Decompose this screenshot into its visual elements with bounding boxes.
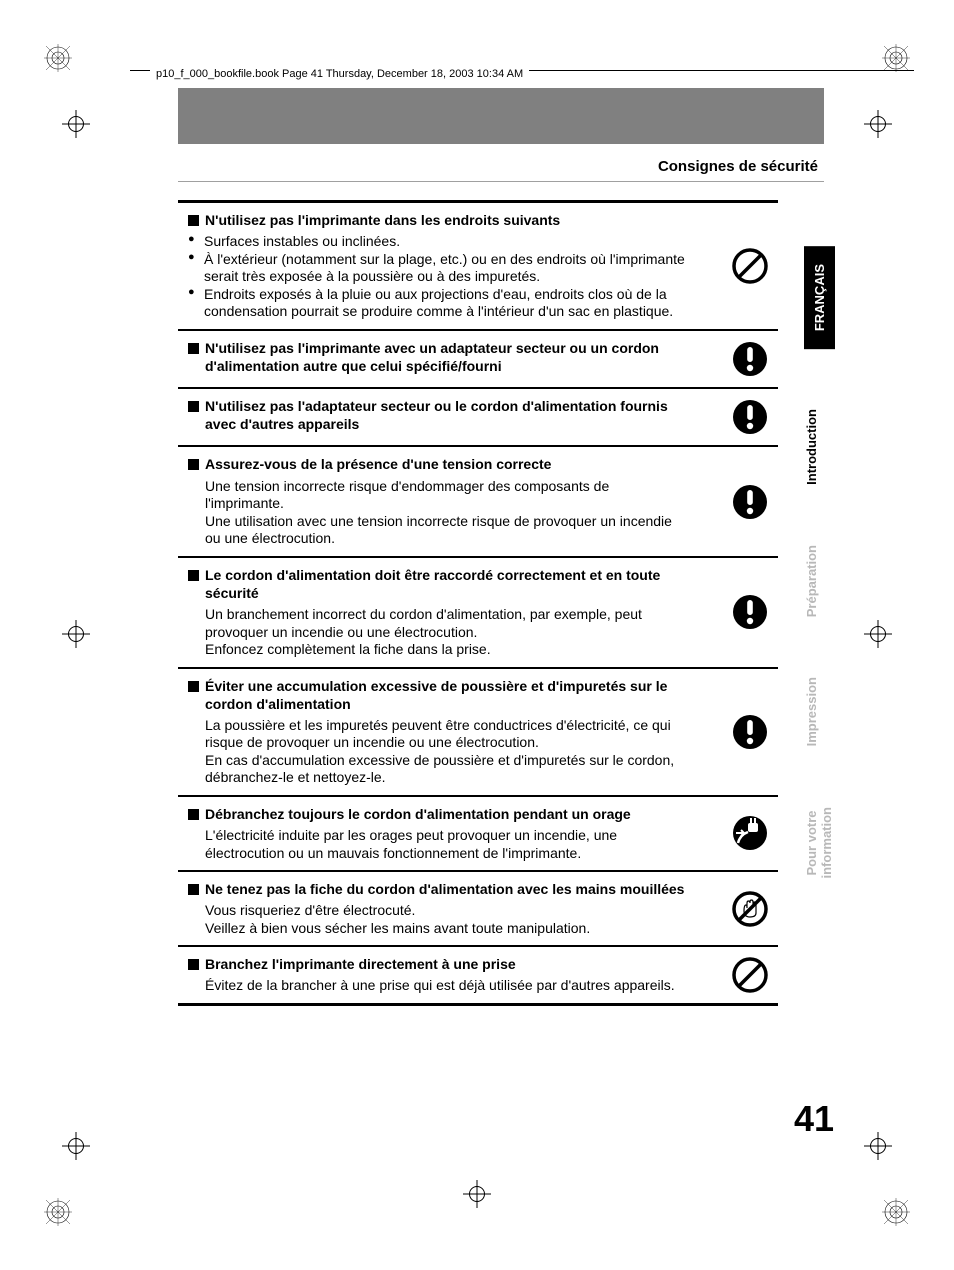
safety-item-body: Un branchement incorrect du cordon d'ali… — [188, 606, 688, 659]
safety-item-body: Une tension incorrecte risque d'endommag… — [188, 478, 688, 548]
bullet-square-icon — [188, 459, 199, 470]
bullet-square-icon — [188, 343, 199, 354]
safety-item-heading: Éviter une accumulation excessive de pou… — [188, 677, 778, 713]
mandatory-icon — [730, 592, 770, 632]
reg-mark-br — [882, 1198, 910, 1226]
side-tabs: FRANÇAIS Introduction Préparation Impressio… — [804, 246, 844, 938]
reg-mark-bl — [44, 1198, 72, 1226]
mandatory-icon — [730, 339, 770, 379]
safety-item: N'utilisez pas l'adaptateur secteur ou l… — [178, 389, 778, 447]
safety-item-heading-text: Assurez-vous de la présence d'une tensio… — [205, 455, 551, 473]
safety-item-body: La poussière et les impuretés peuvent êt… — [188, 717, 688, 787]
crosshair-right-upper — [864, 110, 892, 138]
safety-item-heading: N'utilisez pas l'adaptateur secteur ou l… — [188, 397, 778, 433]
safety-item: Branchez l'imprimante directement à une … — [178, 947, 778, 1003]
safety-list: N'utilisez pas l'imprimante dans les end… — [178, 200, 778, 1006]
safety-item-body: Vous risqueriez d'être électrocuté.Veill… — [188, 902, 688, 937]
crosshair-left-mid — [62, 620, 90, 648]
crosshair-right-lower — [864, 1132, 892, 1160]
safety-item-heading-text: N'utilisez pas l'imprimante avec un adap… — [205, 339, 685, 375]
chapter-bar — [178, 88, 824, 144]
bullet-square-icon — [188, 215, 199, 226]
unplug-icon — [730, 813, 770, 853]
crosshair-bottom-center — [463, 1180, 491, 1208]
wethand-icon — [730, 889, 770, 929]
page-number: 41 — [794, 1098, 834, 1140]
mandatory-icon — [730, 482, 770, 522]
safety-item-heading: N'utilisez pas l'imprimante avec un adap… — [188, 339, 778, 375]
safety-item-bullet: Surfaces instables ou inclinées. — [188, 233, 688, 251]
safety-item-heading-text: Branchez l'imprimante directement à une … — [205, 955, 516, 973]
bullet-square-icon — [188, 681, 199, 692]
side-tab: Pour votre information — [804, 807, 834, 879]
side-tab: Impression — [804, 677, 819, 746]
prohibit-icon — [730, 246, 770, 286]
safety-item-bullet: À l'extérieur (notamment sur la plage, e… — [188, 251, 688, 286]
safety-item-heading: Branchez l'imprimante directement à une … — [188, 955, 778, 973]
bullet-square-icon — [188, 809, 199, 820]
mandatory-icon — [730, 397, 770, 437]
side-tab: Introduction — [804, 409, 819, 485]
running-header: p10_f_000_bookfile.book Page 41 Thursday… — [150, 68, 529, 80]
safety-item-body: L'électricité induite par les orages peu… — [188, 827, 688, 862]
bullet-square-icon — [188, 959, 199, 970]
safety-item-heading-text: N'utilisez pas l'adaptateur secteur ou l… — [205, 397, 685, 433]
safety-item: Débranchez toujours le cordon d'alimenta… — [178, 797, 778, 872]
safety-item: Ne tenez pas la fiche du cordon d'alimen… — [178, 872, 778, 947]
safety-item-heading: Ne tenez pas la fiche du cordon d'alimen… — [188, 880, 778, 898]
section-title: Consignes de sécurité — [178, 158, 824, 182]
mandatory-icon — [730, 712, 770, 752]
safety-item-heading-text: Ne tenez pas la fiche du cordon d'alimen… — [205, 880, 684, 898]
crosshair-right-mid — [864, 620, 892, 648]
bullet-square-icon — [188, 884, 199, 895]
crosshair-left-lower — [62, 1132, 90, 1160]
safety-item-heading-text: N'utilisez pas l'imprimante dans les end… — [205, 211, 560, 229]
safety-item-heading-text: Débranchez toujours le cordon d'alimenta… — [205, 805, 631, 823]
side-tab: FRANÇAIS — [804, 246, 835, 349]
safety-item-heading: Assurez-vous de la présence d'une tensio… — [188, 455, 778, 473]
safety-item-heading-text: Éviter une accumulation excessive de pou… — [205, 677, 685, 713]
safety-item: N'utilisez pas l'imprimante avec un adap… — [178, 331, 778, 389]
bullet-square-icon — [188, 401, 199, 412]
safety-item-heading: Le cordon d'alimentation doit être racco… — [188, 566, 778, 602]
safety-item: Assurez-vous de la présence d'une tensio… — [178, 447, 778, 557]
safety-item: Éviter une accumulation excessive de pou… — [178, 669, 778, 797]
safety-item-body: Évitez de la brancher à une prise qui es… — [188, 977, 688, 995]
prohibit-icon — [730, 955, 770, 995]
safety-item: N'utilisez pas l'imprimante dans les end… — [178, 203, 778, 331]
safety-item-heading: N'utilisez pas l'imprimante dans les end… — [188, 211, 778, 229]
safety-item-bullets: Surfaces instables ou inclinées.À l'exté… — [188, 233, 688, 321]
bullet-square-icon — [188, 570, 199, 581]
reg-mark-tr — [882, 44, 910, 72]
safety-item-bullet: Endroits exposés à la pluie ou aux proje… — [188, 286, 688, 321]
reg-mark-tl — [44, 44, 72, 72]
safety-item-heading-text: Le cordon d'alimentation doit être racco… — [205, 566, 685, 602]
side-tab: Préparation — [804, 545, 819, 617]
safety-item: Le cordon d'alimentation doit être racco… — [178, 558, 778, 669]
safety-item-heading: Débranchez toujours le cordon d'alimenta… — [188, 805, 778, 823]
crosshair-left-upper — [62, 110, 90, 138]
